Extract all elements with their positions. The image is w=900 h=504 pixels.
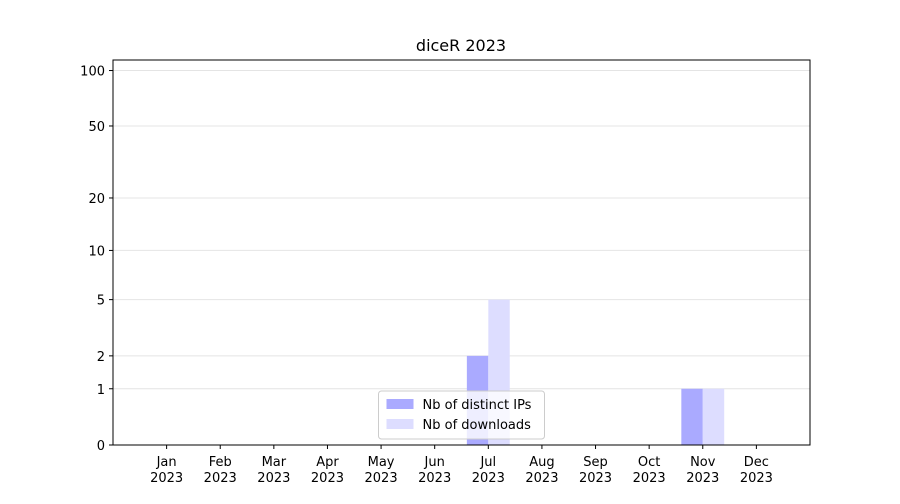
plot-frame — [112, 59, 811, 446]
x-tick-label: Aug 2023 — [525, 455, 558, 486]
y-tick-label: 10 — [88, 244, 105, 259]
bar — [702, 388, 725, 445]
y-tick-label: 50 — [88, 120, 105, 135]
legend-swatch — [386, 399, 414, 409]
x-tick-label: Dec 2023 — [740, 455, 773, 486]
x-tick-label: Nov 2023 — [686, 455, 719, 486]
x-tick-label: Oct 2023 — [633, 455, 666, 486]
x-tick-label: Jun 2023 — [418, 455, 451, 486]
x-tick-label: Jan 2023 — [150, 455, 183, 486]
y-tick-label: 5 — [97, 294, 105, 309]
x-tick-label: May 2023 — [365, 455, 398, 486]
legend-swatch — [386, 419, 414, 429]
legend-label: Nb of downloads — [423, 418, 532, 433]
x-tick-label: Mar 2023 — [257, 455, 290, 486]
x-tick-label: Apr 2023 — [311, 455, 344, 486]
bar — [681, 388, 703, 445]
y-tick-label: 2 — [97, 350, 105, 365]
y-tick-label: 0 — [97, 439, 105, 454]
x-tick-label: Feb 2023 — [204, 455, 237, 486]
x-tick-label: Jul 2023 — [472, 455, 505, 486]
chart-title: diceR 2023 — [416, 36, 506, 55]
legend-box — [378, 390, 545, 440]
legend-label: Nb of distinct IPs — [423, 398, 532, 413]
x-tick-label: Sep 2023 — [579, 455, 612, 486]
y-tick-label: 20 — [88, 192, 105, 207]
y-tick-label: 100 — [80, 65, 105, 80]
y-tick-label: 1 — [97, 383, 105, 398]
